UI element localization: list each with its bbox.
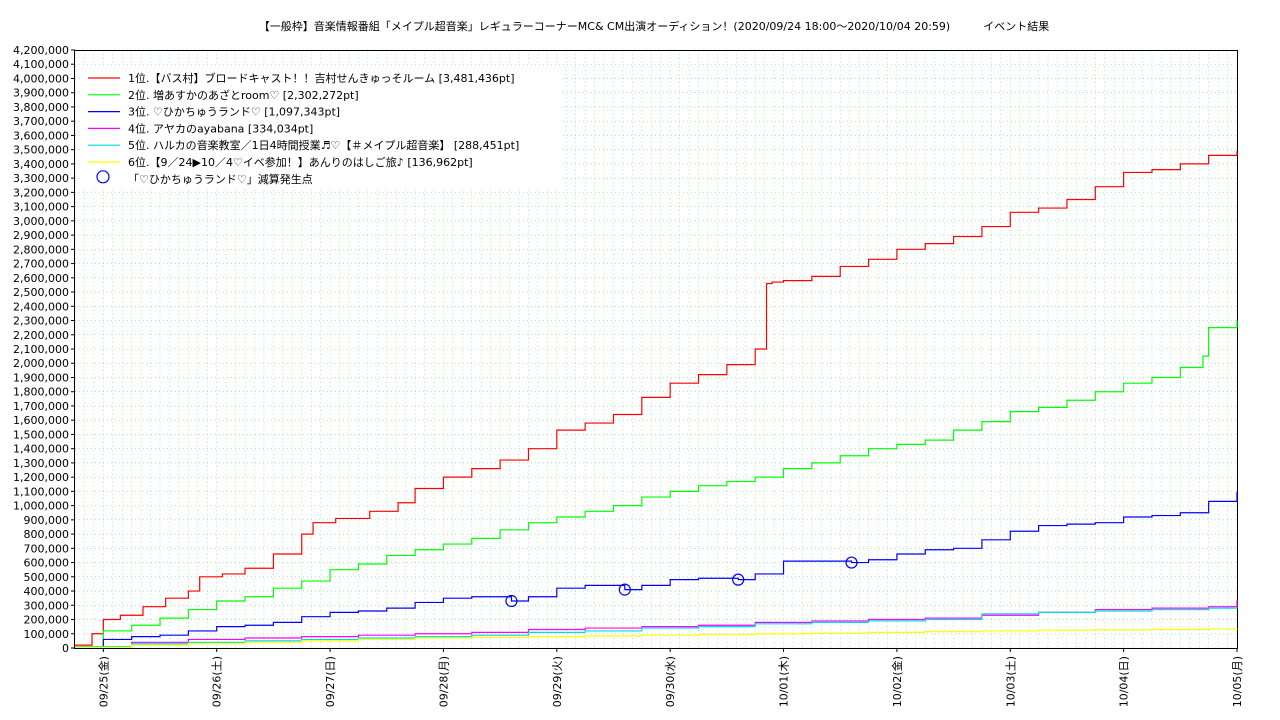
x-tick-label: 09/28(月) bbox=[437, 656, 450, 707]
legend-entry-label: 3位. ♡ひかちゅうランド♡ [1,097,343pt] bbox=[128, 105, 340, 119]
decrement-marker bbox=[845, 556, 858, 569]
series-line bbox=[75, 151, 1238, 646]
y-tick-label: 3,200,000 bbox=[13, 186, 69, 199]
y-tick-label: 2,600,000 bbox=[13, 272, 69, 285]
y-tick-label: 1,000,000 bbox=[13, 500, 69, 513]
x-tick-label: 10/04(日) bbox=[1118, 656, 1131, 707]
decrement-marker bbox=[732, 573, 745, 586]
decrement-marker bbox=[505, 594, 518, 608]
legend-marker-label: 「♡ひかちゅうランド♡」減算発生点 bbox=[128, 172, 313, 186]
legend-marker-swatch bbox=[96, 170, 110, 184]
y-tick-label: 600,000 bbox=[24, 557, 70, 570]
y-tick-label: 2,100,000 bbox=[13, 343, 69, 356]
y-tick-label: 3,500,000 bbox=[13, 144, 69, 157]
y-tick-label: 300,000 bbox=[24, 599, 70, 612]
y-tick-label: 1,500,000 bbox=[13, 428, 69, 441]
y-tick-label: 1,200,000 bbox=[13, 471, 69, 484]
series-line bbox=[75, 491, 1238, 648]
y-tick-label: 3,600,000 bbox=[13, 129, 69, 142]
legend-entry-label: 1位.【バス村】ブロードキャスト！！吉村せんきゅっそルーム [3,481,436… bbox=[128, 71, 515, 85]
x-tick-label: 09/26(土) bbox=[211, 656, 224, 707]
y-tick-label: 3,400,000 bbox=[13, 158, 69, 171]
x-tick-label: 10/01(木) bbox=[778, 656, 791, 707]
y-tick-label: 1,800,000 bbox=[13, 386, 69, 399]
y-tick-label: 3,900,000 bbox=[13, 87, 69, 100]
y-tick-label: 3,700,000 bbox=[13, 115, 69, 128]
y-tick-label: 400,000 bbox=[24, 585, 70, 598]
x-tick-label: 09/30(水) bbox=[664, 656, 677, 707]
y-tick-label: 1,600,000 bbox=[13, 414, 69, 427]
legend-entry-label: 4位. アヤカのayabana [334,034pt] bbox=[128, 121, 313, 135]
x-tick-label: 09/25(金) bbox=[96, 656, 110, 707]
series-line bbox=[75, 628, 1238, 648]
y-tick-label: 1,700,000 bbox=[13, 400, 69, 413]
decrement-markers bbox=[505, 556, 858, 608]
y-tick-label: 2,200,000 bbox=[13, 329, 69, 342]
y-tick-label: 2,700,000 bbox=[13, 258, 69, 271]
legend-entry-label: 5位. ハルカの音楽教室／1日4時間授業♬♡【＃メイプル超音楽】 [288,45… bbox=[128, 138, 519, 152]
y-tick-label: 3,000,000 bbox=[13, 215, 69, 228]
y-tick-label: 2,300,000 bbox=[13, 315, 69, 328]
plot-frame bbox=[74, 50, 1238, 649]
series-line bbox=[75, 320, 1238, 648]
x-tick-label: 10/05(月) bbox=[1231, 656, 1244, 707]
x-tick-label: 09/29(火) bbox=[551, 656, 564, 707]
y-tick-label: 500,000 bbox=[24, 571, 70, 584]
decrement-marker bbox=[618, 583, 631, 596]
y-tick-label: 3,100,000 bbox=[13, 201, 69, 214]
legend-box bbox=[80, 66, 560, 190]
series-lines bbox=[75, 151, 1238, 648]
y-tick-label: 3,300,000 bbox=[13, 172, 69, 185]
legend-entry-label: 6位.【9／24▶10／4♡イベ参加！】あんりのはしご旅♪ [136,962pt… bbox=[128, 155, 473, 169]
y-tick-label: 4,200,000 bbox=[13, 44, 69, 57]
legend-entry-label: 2位. 増あすかのあざとroom♡ [2,302,272pt] bbox=[128, 88, 359, 102]
chart-title: 【一般枠】音楽情報番組「メイプル超音楽」レギュラーコーナーMC& CM出演オーデ… bbox=[259, 19, 1049, 33]
y-tick-label: 3,800,000 bbox=[13, 101, 69, 114]
y-tick-label: 2,800,000 bbox=[13, 243, 69, 256]
y-tick-label: 1,400,000 bbox=[13, 443, 69, 456]
x-tick-label: 09/27(日) bbox=[324, 656, 337, 707]
y-tick-label: 800,000 bbox=[24, 528, 70, 541]
y-tick-label: 2,900,000 bbox=[13, 229, 69, 242]
y-tick-label: 900,000 bbox=[24, 514, 70, 527]
y-tick-label: 4,000,000 bbox=[13, 72, 69, 85]
y-tick-label: 700,000 bbox=[24, 542, 70, 555]
y-tick-label: 1,100,000 bbox=[13, 485, 69, 498]
y-tick-label: 0 bbox=[62, 642, 69, 655]
y-tick-label: 100,000 bbox=[24, 628, 70, 641]
y-tick-label: 1,900,000 bbox=[13, 371, 69, 384]
legend: 1位.【バス村】ブロードキャスト！！吉村せんきゅっそルーム [3,481,436… bbox=[80, 66, 560, 190]
y-tick-label: 2,000,000 bbox=[13, 357, 69, 370]
grid bbox=[74, 49, 1238, 649]
x-tick-label: 10/02(金) bbox=[890, 656, 904, 707]
x-axis-ticks: 09/25(金) 09/26(土) 09/27(日) 09/28(月) 09/29(火)… bbox=[96, 648, 1244, 707]
y-tick-label: 2,500,000 bbox=[13, 286, 69, 299]
y-tick-label: 4,100,000 bbox=[13, 58, 69, 71]
y-tick-label: 1,300,000 bbox=[13, 457, 69, 470]
series-line bbox=[75, 600, 1238, 648]
y-tick-label: 200,000 bbox=[24, 614, 70, 627]
y-tick-label: 2,400,000 bbox=[13, 300, 69, 313]
x-tick-label: 10/03(土) bbox=[1004, 656, 1017, 707]
